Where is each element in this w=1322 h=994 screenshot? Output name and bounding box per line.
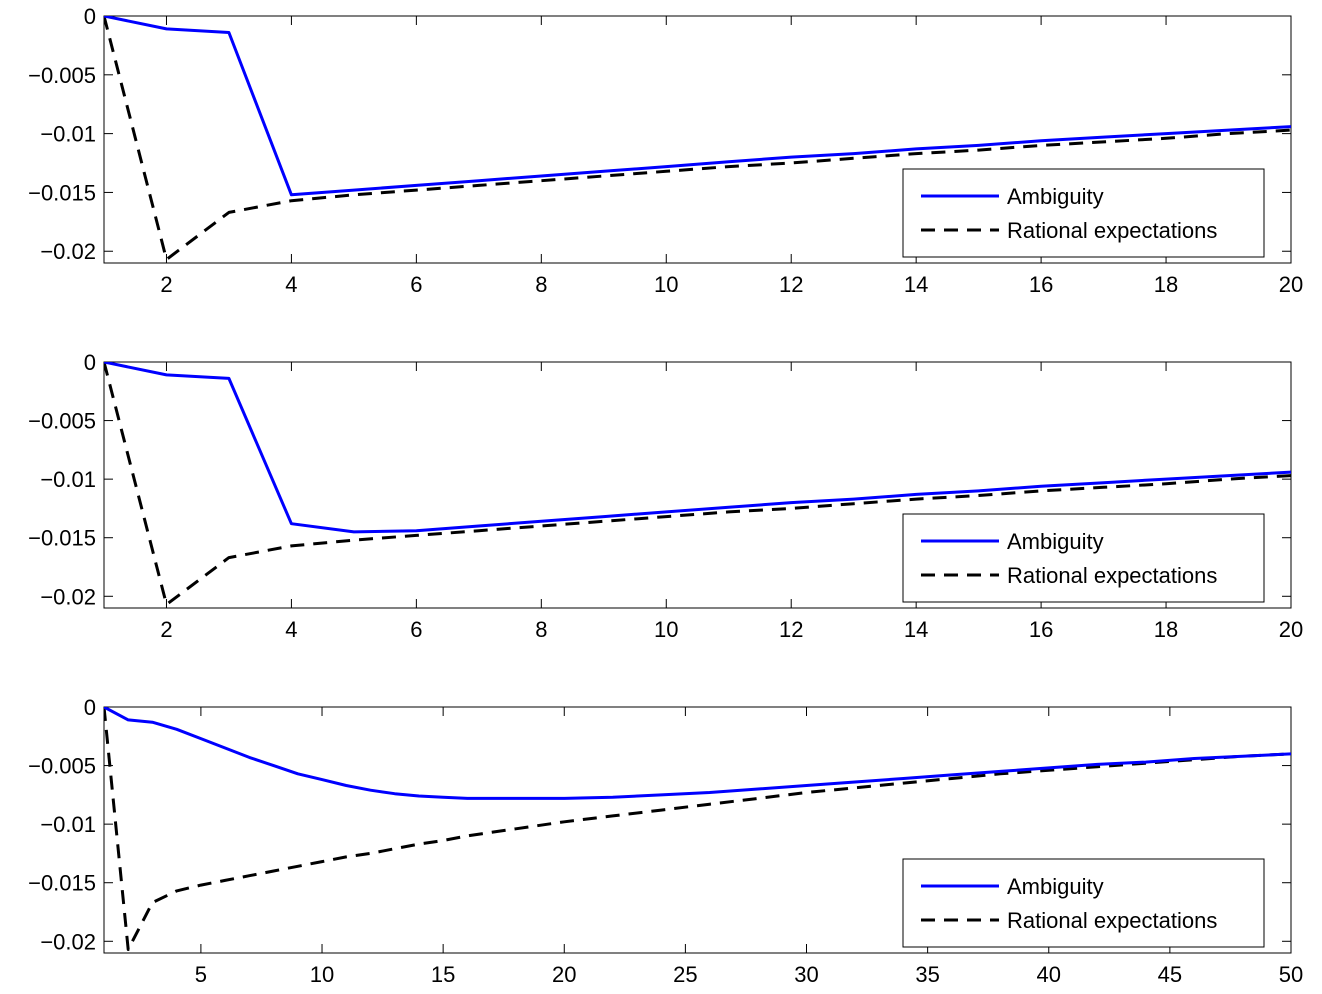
x-tick-label: 50: [1279, 962, 1303, 987]
x-tick-label: 4: [285, 272, 297, 297]
legend-label: Rational expectations: [1007, 218, 1217, 243]
legend-label: Rational expectations: [1007, 563, 1217, 588]
legend-box: [902, 513, 1265, 603]
x-tick-label: 40: [1037, 962, 1061, 987]
legend-label: Rational expectations: [1007, 908, 1217, 933]
series-line-ambiguity: [104, 707, 1291, 800]
x-tick-label: 14: [904, 617, 928, 642]
series-line-rational-expectations: [104, 362, 1291, 606]
x-tick-label: 18: [1154, 617, 1178, 642]
y-tick-label: −0.015: [28, 526, 96, 551]
legend-label: Ambiguity: [1007, 874, 1104, 899]
x-tick-label: 6: [410, 617, 422, 642]
y-tick-label: −0.02: [40, 239, 96, 264]
x-tick-label: 6: [410, 272, 422, 297]
legend-label: Ambiguity: [1007, 529, 1104, 554]
y-tick-label: −0.02: [40, 929, 96, 954]
y-tick-label: 0: [84, 350, 96, 375]
x-tick-label: 2: [160, 617, 172, 642]
y-tick-label: 0: [84, 4, 96, 29]
x-tick-label: 16: [1029, 272, 1053, 297]
legend-label: Ambiguity: [1007, 184, 1104, 209]
y-tick-label: −0.01: [40, 122, 96, 147]
x-tick-label: 15: [431, 962, 455, 987]
y-tick-label: −0.005: [28, 409, 96, 434]
x-tick-label: 20: [552, 962, 576, 987]
y-tick-label: −0.005: [28, 754, 96, 779]
x-tick-label: 12: [779, 617, 803, 642]
x-tick-label: 18: [1154, 272, 1178, 297]
y-tick-label: −0.01: [40, 812, 96, 837]
y-tick-label: −0.015: [28, 871, 96, 896]
x-tick-label: 8: [535, 272, 547, 297]
series-line-ambiguity: [104, 362, 1291, 534]
series-line-rational-expectations: [104, 16, 1291, 261]
x-tick-label: 16: [1029, 617, 1053, 642]
x-tick-label: 10: [310, 962, 334, 987]
y-tick-label: −0.015: [28, 180, 96, 205]
x-tick-label: 14: [904, 272, 928, 297]
legend: Ambiguity Rational expectations: [902, 858, 1265, 948]
legend-box: [902, 168, 1265, 258]
x-tick-label: 20: [1279, 272, 1303, 297]
x-tick-label: 35: [915, 962, 939, 987]
x-tick-label: 8: [535, 617, 547, 642]
y-tick-label: −0.02: [40, 584, 96, 609]
chart-panel-2: 2 4 6 8 10 12 14 16 18 20 0 −0.005 −0.01 −0.015 −0.02 A…: [28, 350, 1303, 642]
x-tick-label: 25: [673, 962, 697, 987]
chart-panel-3: 5 10 15 20 25 30 35 40 45 50 0 −0.005 −0.01 −0.015 −0.…: [28, 695, 1303, 987]
y-tick-label: −0.005: [28, 63, 96, 88]
legend: Ambiguity Rational expectations: [902, 168, 1265, 258]
x-tick-label: 20: [1279, 617, 1303, 642]
y-tick-label: −0.01: [40, 467, 96, 492]
series-line-rational-expectations: [104, 707, 1291, 951]
y-tick-label: 0: [84, 695, 96, 720]
x-tick-label: 30: [794, 962, 818, 987]
x-tick-label: 10: [654, 272, 678, 297]
legend-box: [902, 858, 1265, 948]
x-tick-label: 5: [195, 962, 207, 987]
x-tick-label: 12: [779, 272, 803, 297]
legend: Ambiguity Rational expectations: [902, 513, 1265, 603]
series-line-ambiguity: [104, 16, 1291, 197]
x-tick-label: 45: [1158, 962, 1182, 987]
chart-panel-1: 2 4 6 8 10 12 14 16 18 20 0 −0.005 −0.01 −0.015 −0.02 A…: [28, 4, 1303, 297]
x-tick-label: 2: [160, 272, 172, 297]
x-tick-label: 4: [285, 617, 297, 642]
x-tick-label: 10: [654, 617, 678, 642]
